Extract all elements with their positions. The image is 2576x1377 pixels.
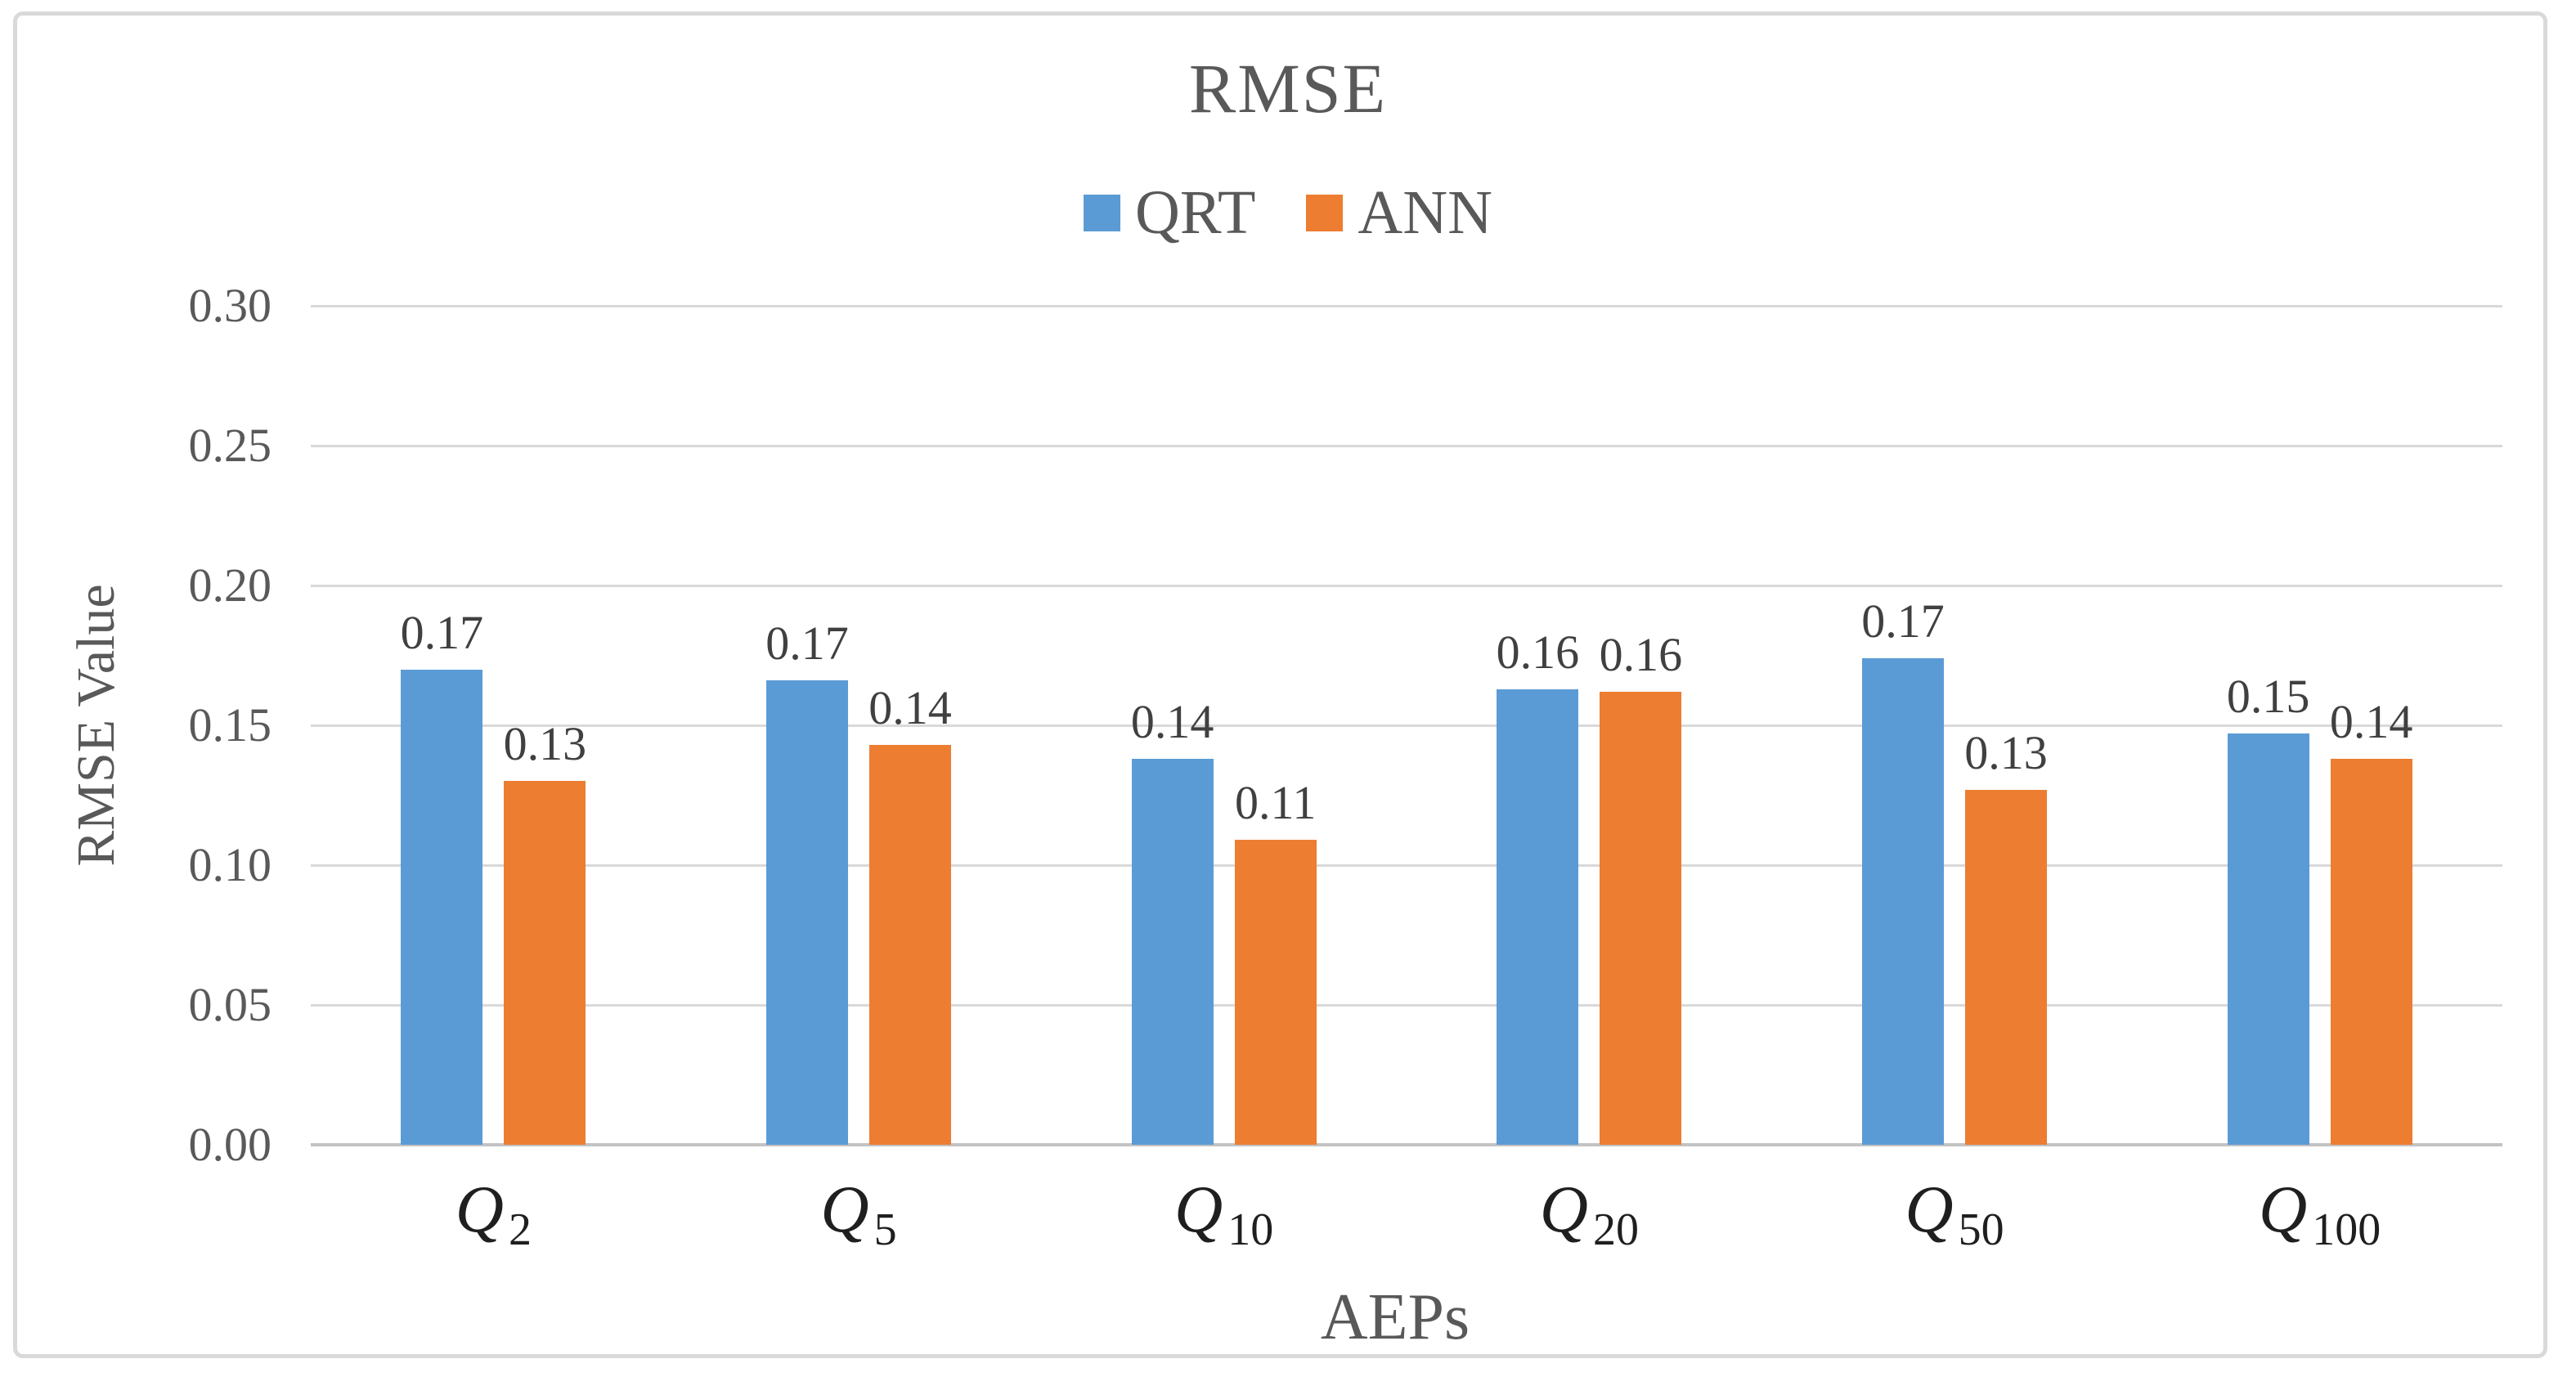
bar-ann-q50 bbox=[1965, 789, 2047, 1145]
x-tick-label-q10: Q 10 bbox=[1085, 1176, 1363, 1255]
value-label-ann-q5: 0.14 bbox=[868, 680, 952, 734]
value-label-qrt-q50: 0.17 bbox=[1861, 594, 1945, 648]
value-label-qrt-q5: 0.17 bbox=[765, 617, 849, 671]
category-symbol: Q bbox=[820, 1172, 869, 1246]
gridline-0.10 bbox=[311, 863, 2502, 867]
legend-label-qrt: QRT bbox=[1134, 178, 1256, 247]
x-tick-label-q50: Q 50 bbox=[1815, 1176, 2094, 1255]
category-subscript: 10 bbox=[1227, 1204, 1274, 1255]
y-tick-label-0.25: 0.25 bbox=[188, 419, 272, 472]
bar-qrt-q50 bbox=[1862, 657, 1944, 1145]
gridline-0.30 bbox=[311, 304, 2502, 307]
bar-ann-q2 bbox=[504, 781, 586, 1145]
category-subscript: 20 bbox=[1592, 1204, 1639, 1255]
x-axis-title: AEPs bbox=[1320, 1281, 1470, 1353]
bar-ann-q10 bbox=[1234, 840, 1317, 1145]
legend-item-qrt: QRT bbox=[1083, 178, 1256, 247]
category-symbol: Q bbox=[1539, 1172, 1588, 1246]
gridline-0.20 bbox=[311, 584, 2502, 587]
bar-qrt-q10 bbox=[1131, 759, 1214, 1145]
category-subscript: 50 bbox=[1958, 1204, 2004, 1255]
gridline-0.15 bbox=[311, 724, 2502, 727]
gridline-0.25 bbox=[311, 444, 2502, 447]
category-symbol: Q bbox=[1905, 1172, 1954, 1246]
bar-qrt-q100 bbox=[2227, 733, 2309, 1145]
bar-ann-q20 bbox=[1600, 691, 1682, 1145]
value-label-ann-q100: 0.14 bbox=[2329, 695, 2413, 749]
gridline-0.05 bbox=[311, 1003, 2502, 1007]
value-label-ann-q10: 0.11 bbox=[1234, 776, 1317, 830]
bar-ann-q5 bbox=[869, 744, 951, 1145]
legend-item-ann: ANN bbox=[1306, 182, 1492, 244]
bar-qrt-q20 bbox=[1497, 688, 1579, 1145]
value-label-qrt-q10: 0.14 bbox=[1130, 695, 1214, 749]
bar-qrt-q5 bbox=[766, 680, 848, 1145]
category-subscript: 100 bbox=[2312, 1204, 2381, 1255]
y-tick-label-0.30: 0.30 bbox=[188, 279, 272, 332]
value-label-ann-q20: 0.16 bbox=[1599, 627, 1683, 681]
value-label-ann-q2: 0.13 bbox=[503, 717, 587, 771]
y-tick-label-0.00: 0.00 bbox=[188, 1118, 272, 1171]
y-tick-label-0.15: 0.15 bbox=[188, 698, 272, 751]
category-symbol: Q bbox=[1174, 1172, 1223, 1246]
category-subscript: 2 bbox=[508, 1204, 532, 1255]
value-label-ann-q50: 0.13 bbox=[1964, 725, 2048, 779]
legend: QRT ANN bbox=[0, 182, 2576, 244]
bar-ann-q100 bbox=[2330, 759, 2412, 1145]
x-tick-label-q20: Q 20 bbox=[1450, 1176, 1728, 1255]
y-tick-label-0.10: 0.10 bbox=[188, 838, 272, 891]
x-axis-line bbox=[311, 1143, 2502, 1146]
qrt-series-swatch-icon bbox=[1083, 194, 1120, 231]
value-label-qrt-q100: 0.15 bbox=[2226, 670, 2310, 724]
legend-label-ann: ANN bbox=[1358, 178, 1493, 247]
x-tick-label-q100: Q 100 bbox=[2181, 1176, 2459, 1255]
value-label-qrt-q20: 0.16 bbox=[1496, 625, 1580, 679]
chart-title: RMSE bbox=[1188, 49, 1388, 128]
category-symbol: Q bbox=[2259, 1172, 2308, 1246]
category-symbol: Q bbox=[455, 1172, 504, 1246]
bar-qrt-q2 bbox=[401, 669, 483, 1145]
category-subscript: 5 bbox=[873, 1204, 897, 1255]
y-tick-label-0.05: 0.05 bbox=[188, 978, 272, 1031]
ann-series-swatch-icon bbox=[1306, 194, 1344, 231]
y-tick-label-0.20: 0.20 bbox=[188, 558, 272, 612]
value-label-qrt-q2: 0.17 bbox=[400, 605, 484, 659]
